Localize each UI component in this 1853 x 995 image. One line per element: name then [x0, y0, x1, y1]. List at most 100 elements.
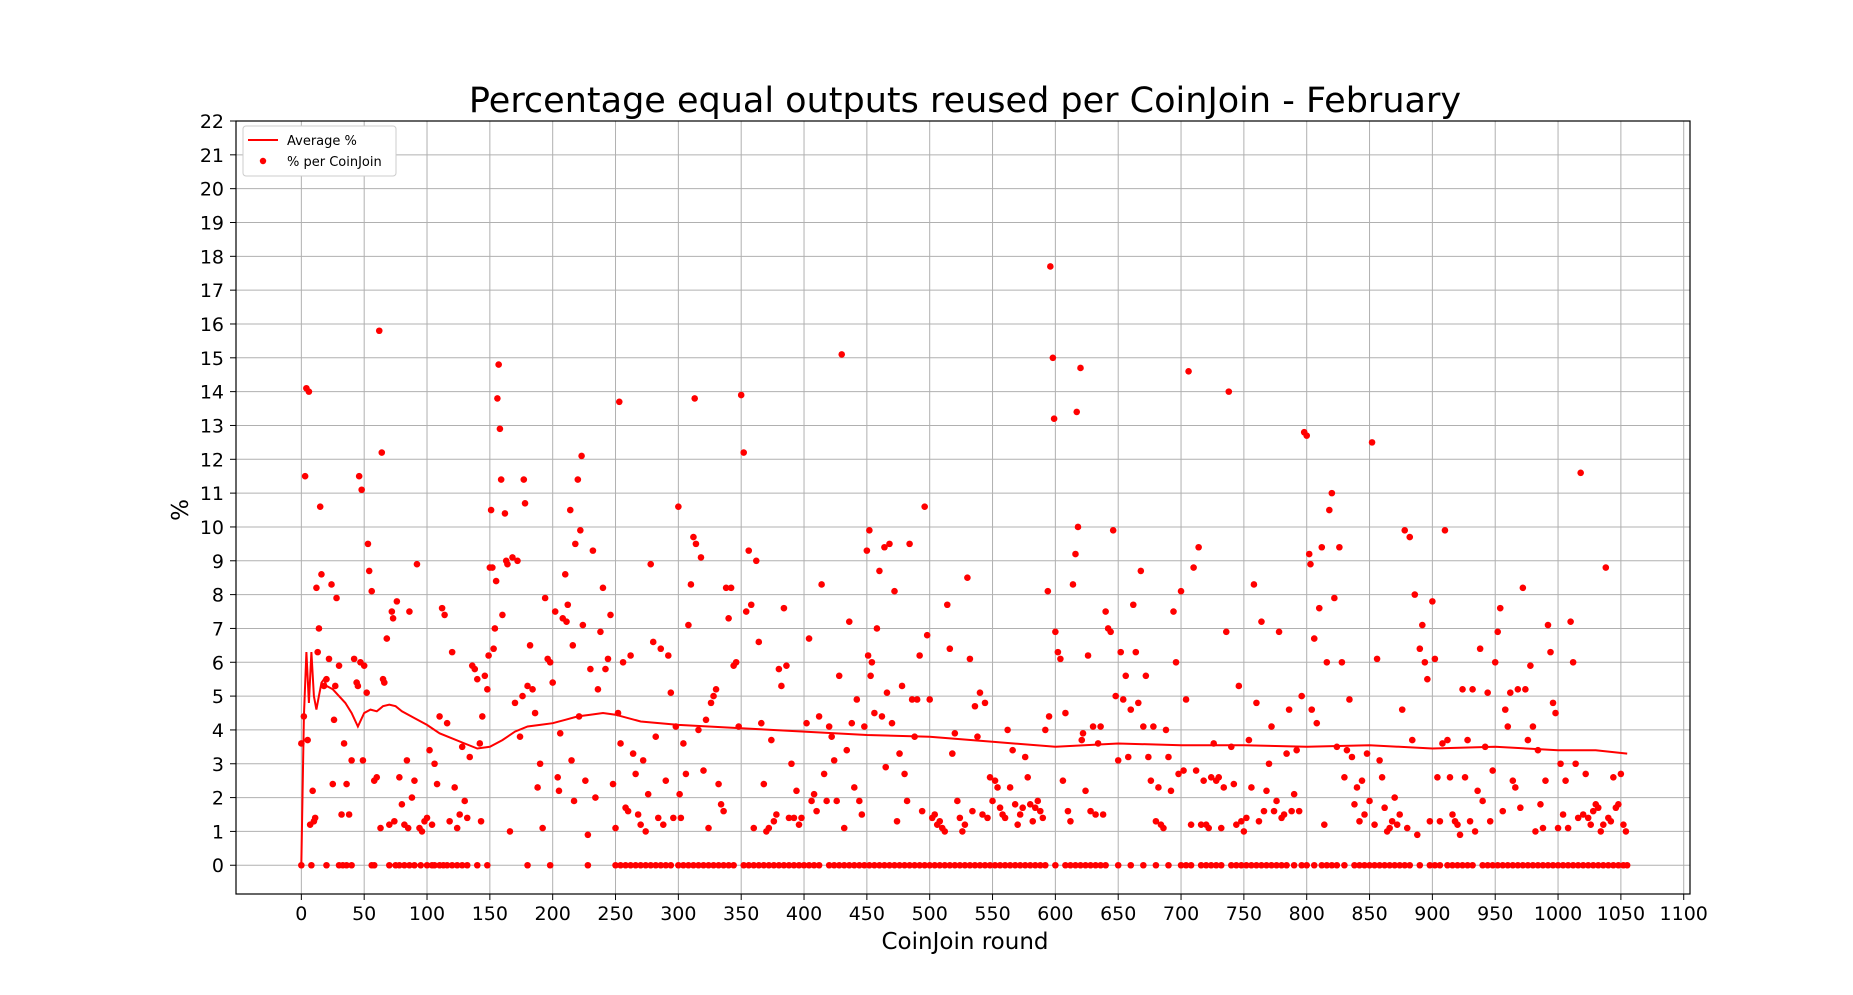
data-point [691, 395, 698, 402]
data-point [1263, 861, 1270, 869]
data-point [1036, 861, 1044, 869]
data-point [1114, 861, 1122, 869]
data-point [815, 713, 823, 720]
data-point [1187, 821, 1195, 828]
data-point [1421, 658, 1429, 666]
data-point [1293, 746, 1300, 754]
data-point [820, 770, 828, 778]
y-tick-label: 4 [212, 720, 224, 742]
data-point [609, 780, 617, 788]
x-tick-label: 600 [1037, 903, 1073, 925]
data-point [1021, 753, 1029, 761]
data-point [1245, 736, 1253, 744]
data-point [1529, 861, 1537, 869]
data-point [617, 861, 624, 869]
data-point [305, 388, 313, 395]
data-point [1102, 861, 1109, 869]
data-point [471, 665, 479, 673]
data-point [1348, 753, 1356, 761]
data-point [1069, 581, 1077, 588]
data-point [417, 861, 425, 869]
data-point [747, 601, 755, 609]
data-point [1132, 648, 1140, 656]
data-point [582, 777, 589, 784]
data-point [436, 713, 443, 720]
data-point [1197, 861, 1205, 869]
data-point [667, 689, 675, 697]
data-point [994, 784, 1001, 791]
data-point [720, 861, 727, 869]
data-point [991, 777, 999, 784]
data-point [1506, 689, 1514, 697]
data-point [891, 587, 898, 595]
data-point [1001, 861, 1009, 869]
chart-title: Percentage equal outputs reused per Coin… [469, 81, 1461, 121]
data-point [520, 476, 528, 483]
data-point [901, 770, 908, 778]
data-point [871, 709, 878, 717]
data-point [485, 652, 492, 659]
data-point [546, 861, 554, 869]
data-point [1539, 861, 1547, 869]
data-point [1009, 746, 1016, 754]
data-point [1509, 777, 1517, 784]
data-point [1014, 821, 1021, 828]
data-point [785, 814, 793, 822]
data-point [477, 817, 485, 825]
data-point [554, 773, 562, 781]
data-point [971, 702, 979, 710]
data-point [1532, 828, 1539, 835]
data-point [401, 861, 408, 869]
data-point [1147, 777, 1155, 784]
data-point [1165, 753, 1172, 761]
data-point [956, 861, 964, 869]
data-point [1620, 821, 1627, 828]
data-point [1524, 736, 1532, 744]
data-point [765, 861, 773, 869]
data-point [1258, 618, 1265, 625]
data-point [494, 395, 501, 402]
data-point [986, 861, 994, 869]
data-point [1265, 760, 1273, 768]
y-tick-label: 3 [212, 754, 224, 776]
data-point [864, 652, 872, 659]
data-point [1175, 770, 1182, 778]
data-point [1052, 628, 1059, 636]
data-point [825, 723, 833, 730]
data-point [599, 584, 607, 592]
data-point [524, 861, 531, 869]
data-point [1539, 824, 1547, 832]
data-point [473, 675, 481, 683]
data-point [1431, 655, 1439, 663]
data-point [1238, 817, 1245, 825]
data-point [1529, 723, 1537, 730]
data-point [597, 628, 604, 636]
data-point [1557, 760, 1564, 768]
data-point [1273, 797, 1280, 805]
data-point [1119, 696, 1127, 703]
data-point [1419, 621, 1426, 629]
data-point [1006, 784, 1014, 791]
data-point [1559, 811, 1567, 818]
data-point [1217, 861, 1225, 869]
data-point [986, 773, 994, 781]
y-tick-label: 5 [212, 686, 224, 708]
data-point [1089, 723, 1097, 730]
data-point [448, 861, 456, 869]
data-point [1564, 861, 1572, 869]
data-point [659, 821, 667, 828]
x-tick-label: 50 [352, 903, 376, 925]
x-tick-label: 150 [472, 903, 508, 925]
data-point [377, 824, 384, 832]
data-point [1270, 807, 1278, 815]
data-point [1361, 811, 1368, 818]
data-point [1127, 861, 1135, 869]
data-point [830, 757, 838, 764]
data-point [840, 861, 848, 869]
data-point [1072, 861, 1079, 869]
data-point [1368, 439, 1376, 446]
data-point [1222, 628, 1230, 636]
data-point [1514, 861, 1522, 869]
data-point [725, 861, 732, 869]
